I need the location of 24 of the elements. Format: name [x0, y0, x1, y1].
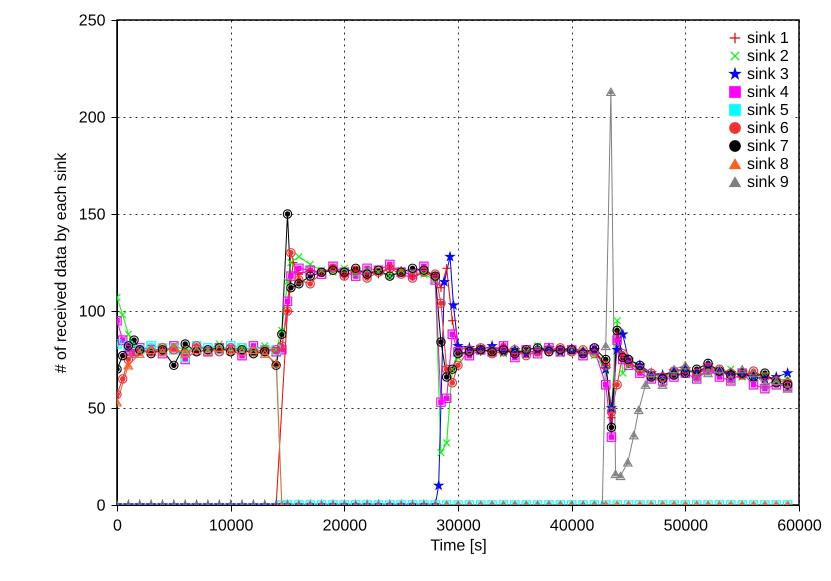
- legend-label: sink 2: [747, 48, 789, 65]
- y-tick-label: 200: [78, 110, 106, 126]
- x-tick-label: 20000: [322, 518, 368, 534]
- x-axis-title: Time [s]: [430, 538, 487, 554]
- legend-label: sink 1: [747, 30, 789, 47]
- y-tick-label: 250: [78, 12, 106, 30]
- x-tick-label: 30000: [436, 518, 481, 534]
- y-tick-label: 0: [96, 498, 106, 514]
- legend-label: sink 4: [747, 84, 789, 101]
- y-axis-title: # of received data by each sink: [52, 152, 70, 374]
- legend-label: sink 5: [747, 102, 789, 119]
- x-tick-label: 40000: [550, 518, 595, 534]
- y-tick-label: 100: [78, 304, 106, 320]
- legend-label: sink 7: [747, 138, 789, 155]
- x-tick-label: 60000: [777, 518, 822, 534]
- legend-label: sink 6: [747, 120, 789, 137]
- x-tick-label: 50000: [664, 518, 708, 534]
- legend-label: sink 8: [747, 156, 789, 173]
- legend-label: sink 9: [747, 174, 789, 191]
- y-tick-label: 150: [78, 206, 106, 224]
- y-tick-label: 50: [88, 400, 106, 418]
- x-tick-label: 10000: [208, 518, 254, 534]
- x-tick-label: 0: [113, 518, 122, 534]
- legend-label: sink 3: [747, 66, 789, 83]
